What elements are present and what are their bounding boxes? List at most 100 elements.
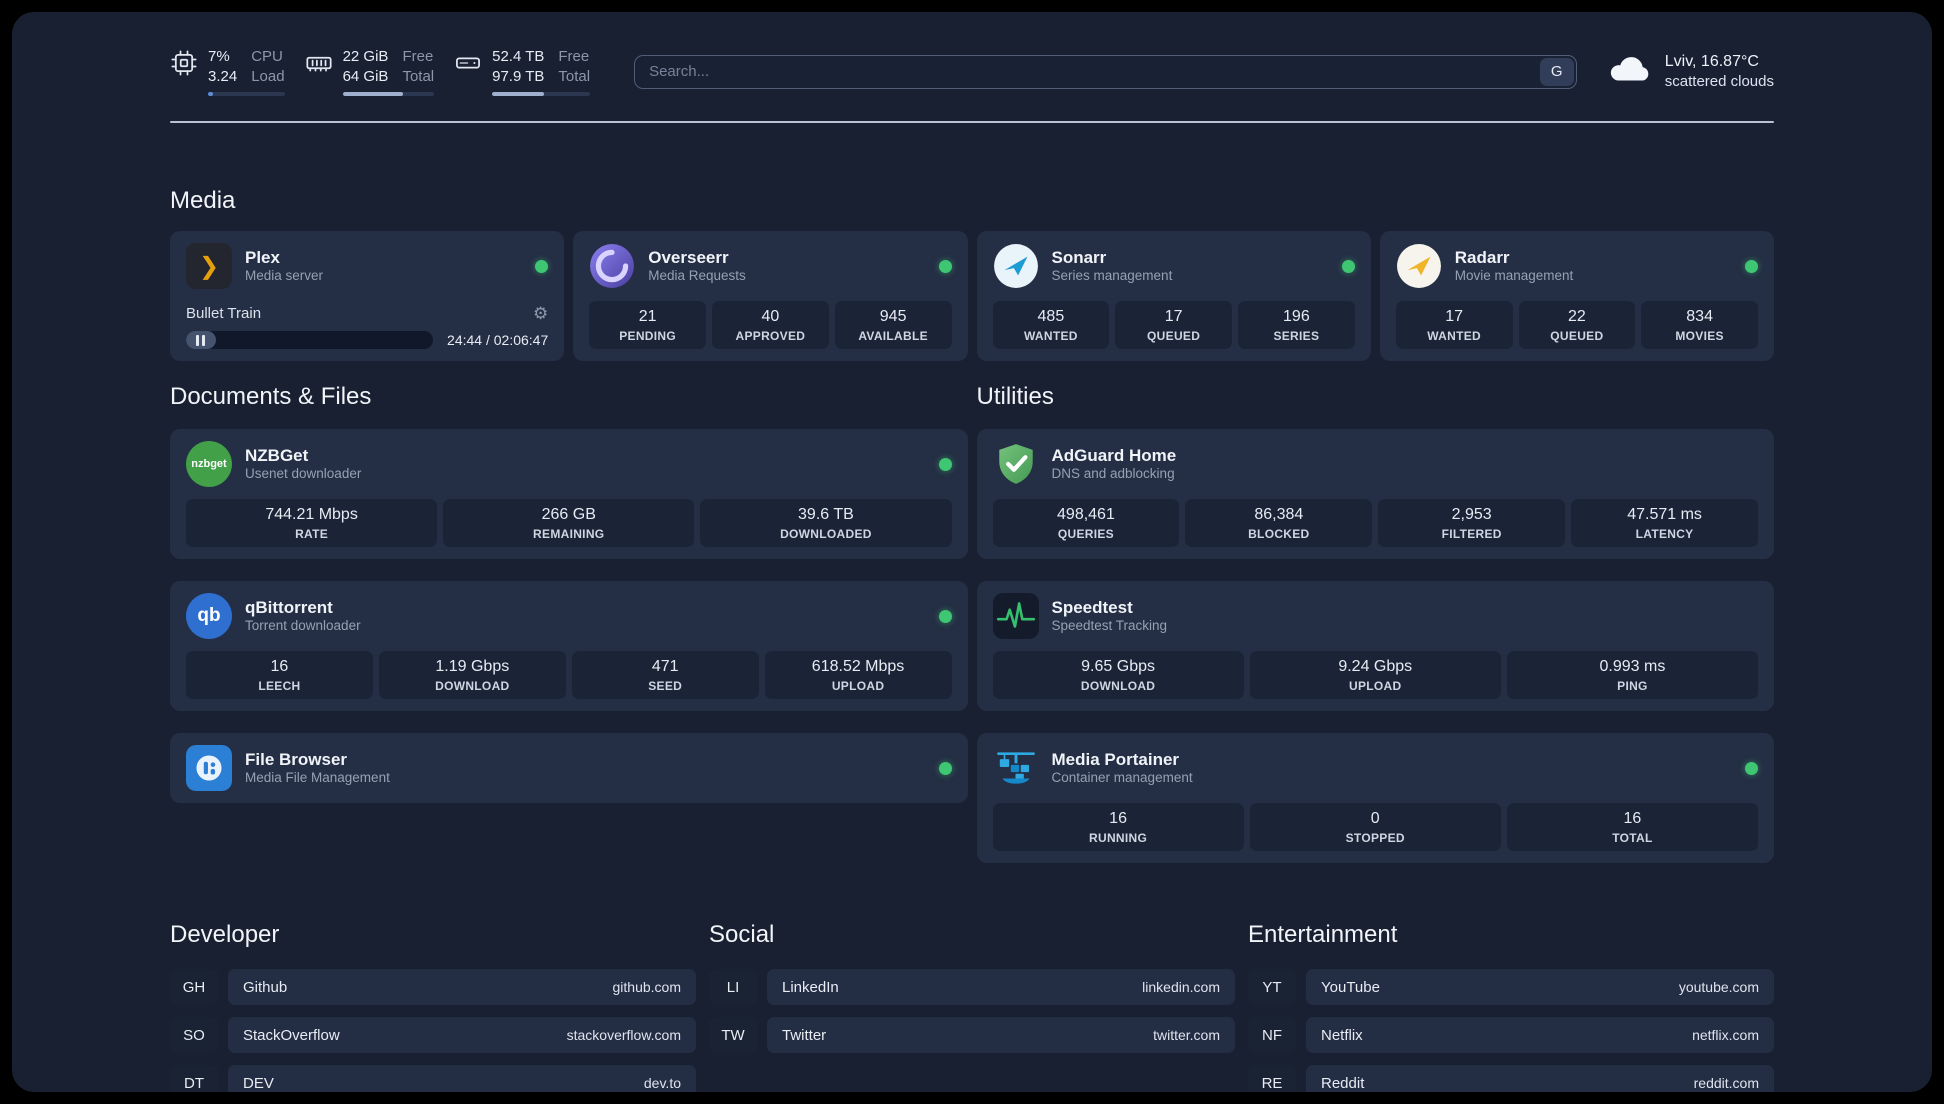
stat-tile: 17 QUEUED: [1115, 301, 1232, 349]
settings-gear-icon[interactable]: ⚙: [533, 304, 549, 323]
bookmark-name: Netflix: [1321, 1026, 1363, 1044]
cpu-load: 3.24: [208, 68, 238, 85]
app-name: Speedtest: [1051, 597, 1133, 617]
bookmark-abbr: GH: [170, 969, 218, 1005]
app-name: NZBGet: [245, 445, 309, 465]
app-desc: DNS and adblocking: [1051, 466, 1175, 482]
app-desc: Container management: [1051, 770, 1193, 786]
bookmark-youtube[interactable]: YT YouTube youtube.com: [1248, 969, 1774, 1005]
search-bar: G: [634, 54, 1577, 89]
weather-condition: scattered clouds: [1664, 73, 1774, 91]
pause-icon[interactable]: [196, 334, 205, 346]
search-provider-button[interactable]: G: [1539, 57, 1574, 86]
app-name: Sonarr: [1051, 247, 1107, 267]
bookmark-reddit[interactable]: RE Reddit reddit.com: [1248, 1065, 1774, 1092]
stat-tile: 498,461 QUERIES: [992, 499, 1180, 547]
stat-tile: 86,384 BLOCKED: [1185, 499, 1373, 547]
stat-tile: 0 STOPPED: [1249, 803, 1501, 851]
bookmark-abbr: NF: [1248, 1017, 1296, 1053]
app-desc: Series management: [1051, 268, 1173, 284]
radarr-icon: [1396, 243, 1442, 289]
bookmark-stackoverflow[interactable]: SO StackOverflow stackoverflow.com: [170, 1017, 696, 1053]
memory-label-1: Free: [402, 48, 434, 66]
app-desc: Movie management: [1454, 268, 1574, 284]
cloud-icon: [1607, 46, 1653, 97]
topbar-divider: [170, 121, 1774, 123]
app-desc: Media Requests: [648, 268, 746, 284]
adguard-card[interactable]: AdGuard Home DNS and adblocking 498,461 …: [976, 429, 1774, 559]
now-playing-title: Bullet Train: [186, 305, 262, 322]
section-title-media: Media: [170, 187, 236, 214]
section-title-utilities: Utilities: [976, 383, 1054, 410]
playback-time: 24:44 / 02:06:47: [447, 332, 549, 348]
app-desc: Speedtest Tracking: [1051, 618, 1168, 634]
bookmark-url: stackoverflow.com: [566, 1027, 681, 1043]
bookmarks-social: Social LI LinkedIn linkedin.com TW Twitt…: [709, 921, 1235, 1092]
stat-tile: 40 APPROVED: [712, 301, 829, 349]
speedtest-card[interactable]: Speedtest Speedtest Tracking 9.65 Gbps D…: [976, 581, 1774, 711]
bookmark-linkedin[interactable]: LI LinkedIn linkedin.com: [709, 969, 1235, 1005]
cpu-usage-bar: [208, 91, 285, 96]
bookmark-name: Twitter: [782, 1026, 827, 1044]
bookmark-netflix[interactable]: NF Netflix netflix.com: [1248, 1017, 1774, 1053]
stat-tile: 945 AVAILABLE: [834, 301, 952, 349]
disk-label-2: Total: [558, 68, 591, 85]
bookmark-url: twitter.com: [1153, 1027, 1220, 1043]
bookmark-url: reddit.com: [1693, 1075, 1759, 1091]
disk-label-1: Free: [558, 48, 590, 66]
topbar: 7% 3.24 CPU Load: [170, 46, 1774, 97]
radarr-card[interactable]: Radarr Movie management 17 WANTED 22 QUE…: [1379, 231, 1774, 361]
stat-tile: 266 GB REMAINING: [443, 499, 695, 547]
bookmark-github[interactable]: GH Github github.com: [170, 969, 696, 1005]
section-title-entertainment: Entertainment: [1248, 921, 1398, 948]
stat-tile: 485 WANTED: [992, 301, 1110, 349]
adguard-shield-icon: [993, 441, 1039, 487]
bookmark-twitter[interactable]: TW Twitter twitter.com: [709, 1017, 1235, 1053]
stat-tile: 2,953 FILTERED: [1378, 499, 1566, 547]
hard-drive-icon: [454, 49, 482, 82]
status-indicator: [938, 259, 952, 273]
search-input[interactable]: [634, 54, 1577, 89]
filebrowser-card[interactable]: File Browser Media File Management: [170, 733, 968, 803]
stat-tile: 16 RUNNING: [992, 803, 1244, 851]
stat-tile: 9.65 Gbps DOWNLOAD: [992, 651, 1244, 699]
stat-tile: 471 SEED: [571, 651, 759, 699]
sonarr-card[interactable]: Sonarr Series management 485 WANTED 17 Q…: [976, 231, 1371, 361]
plex-card[interactable]: ❯ Plex Media server Bullet Train ⚙: [170, 231, 565, 361]
cpu-label-1: CPU: [251, 48, 283, 66]
memory-label-2: Total: [402, 68, 435, 85]
overseerr-card[interactable]: Overseerr Media Requests 21 PENDING 40 A…: [573, 231, 968, 361]
stat-tile: 196 SERIES: [1238, 301, 1355, 349]
bookmark-url: netflix.com: [1692, 1027, 1759, 1043]
playback-progress-track[interactable]: [186, 331, 434, 349]
bookmark-dev[interactable]: DT DEV dev.to: [170, 1065, 696, 1092]
stat-tile: 47.571 ms LATENCY: [1571, 499, 1758, 547]
memory-usage-bar: [342, 91, 435, 96]
weather-widget: Lviv, 16.87°C scattered clouds: [1607, 46, 1774, 97]
filebrowser-icon: [186, 745, 232, 791]
status-indicator: [535, 259, 549, 273]
stat-tile: 0.993 ms PING: [1506, 651, 1758, 699]
app-name: qBittorrent: [245, 597, 333, 617]
plex-now-playing: Bullet Train ⚙ 24:44 / 02:06:47: [186, 295, 548, 349]
bookmark-url: dev.to: [643, 1075, 681, 1091]
playback-progress-fill: [186, 331, 216, 349]
nzbget-card[interactable]: nzbget NZBGet Usenet downloader 744.21 M…: [170, 429, 968, 559]
bookmark-abbr: LI: [709, 969, 757, 1005]
status-indicator: [1745, 761, 1758, 775]
section-title-social: Social: [709, 921, 775, 948]
app-desc: Media File Management: [245, 770, 390, 786]
stat-tile: 39.6 TB DOWNLOADED: [700, 499, 952, 547]
app-desc: Usenet downloader: [245, 466, 362, 482]
memory-widget: 22 GiB 64 GiB Free Total: [305, 47, 435, 96]
stat-tile: 17 WANTED: [1395, 301, 1513, 349]
qbittorrent-card[interactable]: qb qBittorrent Torrent downloader 16 LEE…: [170, 581, 968, 711]
status-indicator: [938, 457, 952, 471]
bookmark-name: YouTube: [1321, 978, 1380, 996]
disk-total: 97.9 TB: [492, 68, 545, 85]
bookmark-abbr: SO: [170, 1017, 218, 1053]
bookmark-url: github.com: [612, 979, 681, 995]
plex-icon: ❯: [186, 243, 232, 289]
app-name: Media Portainer: [1051, 749, 1180, 769]
portainer-card[interactable]: Media Portainer Container management 16 …: [976, 733, 1774, 863]
